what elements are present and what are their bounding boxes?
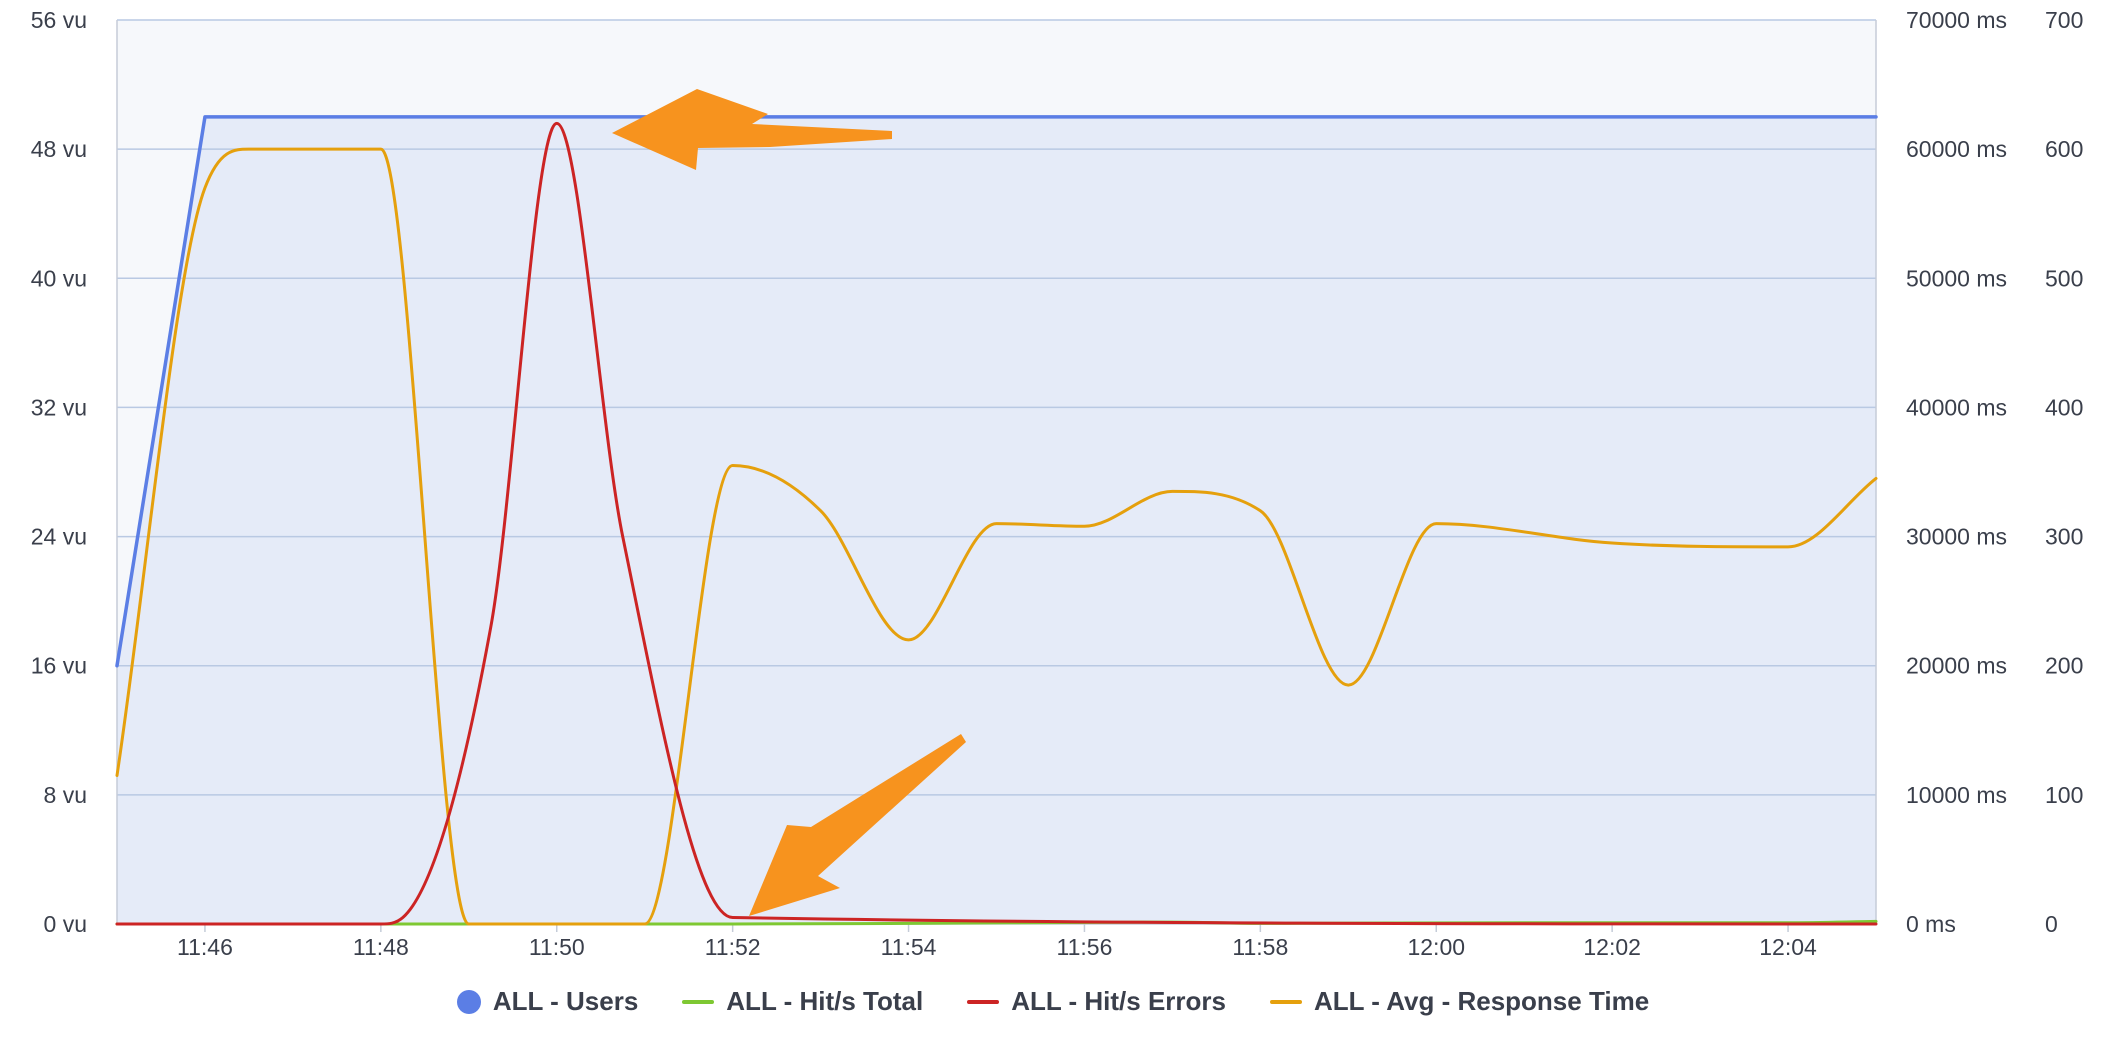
y-left-tick-label: 32 vu — [31, 394, 87, 420]
all-avg-response-time-line — [115, 147, 1878, 926]
y-right-hits-tick-label: 400 — [2045, 394, 2083, 420]
y-right-hits-tick-label: 700 — [2045, 7, 2083, 33]
legend-line-marker — [1269, 999, 1302, 1004]
y-right-hits-tick-labels: 700 600 500 400 300 200 100 0 — [2045, 7, 2083, 937]
y-right-ms-tick-label: 10000 ms — [1906, 782, 2007, 808]
legend-dot-marker — [456, 989, 481, 1014]
x-tick-label: 11:48 — [353, 934, 409, 960]
legend-line-marker — [682, 999, 715, 1004]
y-right-hits-tick-label: 300 — [2045, 524, 2083, 550]
x-tick-labels: 11:46 11:48 11:50 11:52 11:54 11:56 11:58 12:00… — [177, 924, 1817, 960]
y-right-ms-tick-label: 60000 ms — [1906, 136, 2007, 162]
legend: ALL - Users ALL - Hit/s Total ALL - Hit/s … — [0, 986, 2106, 1017]
x-tick-label: 11:54 — [881, 934, 937, 960]
x-tick-label: 12:02 — [1583, 934, 1641, 960]
y-right-ms-tick-label: 0 ms — [1906, 911, 1956, 937]
y-right-hits-tick-label: 0 — [2045, 911, 2058, 937]
x-tick-label: 11:56 — [1057, 934, 1113, 960]
legend-item[interactable]: ALL - Hit/s Errors — [967, 986, 1226, 1017]
y-left-tick-label: 48 vu — [31, 136, 87, 162]
x-tick-label: 12:00 — [1407, 934, 1465, 960]
arrow-annotation-top — [612, 89, 892, 170]
y-right-ms-tick-label: 50000 ms — [1906, 265, 2007, 291]
legend-label: ALL - Hit/s Total — [726, 986, 924, 1016]
y-right-ms-tick-label: 20000 ms — [1906, 653, 2007, 679]
y-left-tick-labels: 56 vu 48 vu 40 vu 32 vu 24 vu 16 vu 8 vu 0 vu — [31, 7, 87, 937]
y-right-hits-tick-label: 500 — [2045, 265, 2083, 291]
x-tick-label: 11:58 — [1232, 934, 1288, 960]
legend-label: ALL - Avg - Response Time — [1313, 986, 1650, 1016]
y-right-hits-tick-label: 600 — [2045, 136, 2083, 162]
x-tick-label: 11:50 — [529, 934, 585, 960]
legend-label: ALL - Users — [492, 986, 639, 1016]
series-lines — [115, 115, 1878, 926]
y-right-ms-tick-label: 30000 ms — [1906, 524, 2007, 550]
y-left-tick-label: 16 vu — [31, 653, 87, 679]
y-left-tick-label: 0 vu — [44, 911, 87, 937]
legend-label: ALL - Hit/s Errors — [1011, 986, 1226, 1016]
annotation-arrows — [612, 89, 966, 916]
y-left-tick-label: 40 vu — [31, 265, 87, 291]
y-right-ms-tick-label: 40000 ms — [1906, 394, 2007, 420]
y-right-ms-tick-label: 70000 ms — [1906, 7, 2007, 33]
legend-line-marker — [967, 999, 1000, 1004]
all-hit-s-errors-line — [115, 121, 1878, 926]
y-left-tick-label: 56 vu — [31, 7, 87, 33]
legend-item[interactable]: ALL - Avg - Response Time — [1269, 986, 1650, 1017]
users-area-fill — [117, 116, 1876, 925]
y-left-tick-label: 8 vu — [44, 782, 87, 808]
y-right-hits-tick-label: 200 — [2045, 653, 2083, 679]
y-right-ms-tick-labels: 70000 ms 60000 ms 50000 ms 40000 ms 30000 ms… — [1906, 7, 2007, 937]
y-right-hits-tick-label: 100 — [2045, 782, 2083, 808]
y-left-tick-label: 24 vu — [31, 524, 87, 550]
x-tick-label: 11:52 — [705, 934, 761, 960]
arrow-annotation-bottom — [749, 734, 966, 916]
x-tick-label: 11:46 — [177, 934, 233, 960]
all-users-line — [115, 115, 1878, 668]
legend-item[interactable]: ALL - Hit/s Total — [682, 986, 923, 1017]
legend-item[interactable]: ALL - Users — [456, 986, 639, 1017]
x-tick-label: 12:04 — [1759, 934, 1817, 960]
